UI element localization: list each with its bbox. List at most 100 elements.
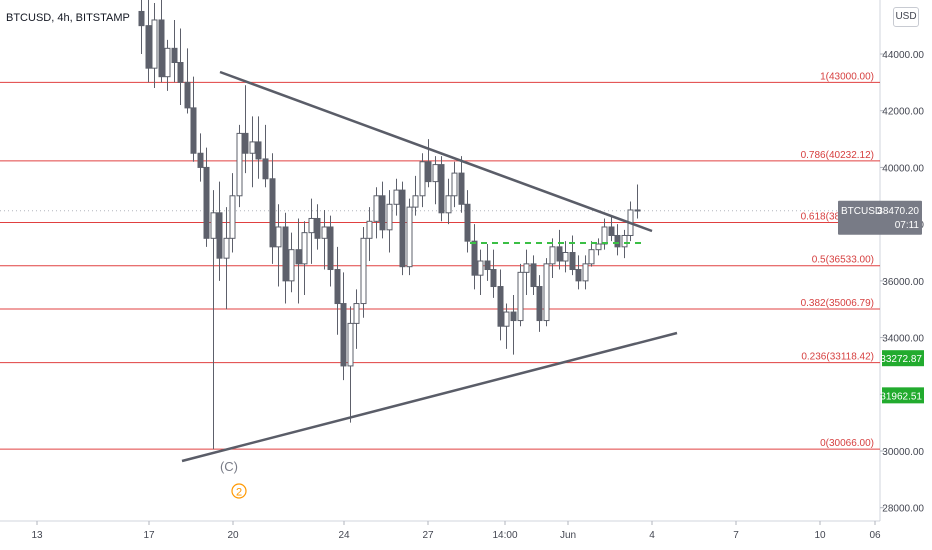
- currency-button[interactable]: USD: [893, 7, 919, 27]
- green-price-tag: [882, 350, 924, 367]
- y-axis-tick-label: 34000.00: [882, 334, 924, 345]
- x-axis-tick-label: 4: [649, 530, 655, 541]
- candle-body: [432, 164, 439, 183]
- candle-body: [608, 226, 615, 236]
- y-axis-tick-label: 36000.00: [882, 277, 924, 288]
- candle-body: [582, 263, 589, 282]
- candle-body: [477, 260, 484, 276]
- candle-body: [595, 243, 602, 251]
- candle-body: [275, 226, 282, 248]
- candle-body: [223, 237, 230, 259]
- x-axis-tick-label: 7: [733, 530, 739, 541]
- candle-body: [229, 195, 236, 239]
- y-axis-tick-label: 28000.00: [882, 504, 924, 515]
- candle-body: [543, 263, 550, 322]
- candle-body: [301, 232, 308, 265]
- candle-body: [242, 132, 249, 154]
- candle-body: [569, 252, 576, 271]
- candle-body: [536, 286, 543, 322]
- candle-body: [458, 172, 465, 205]
- candle-body: [510, 311, 517, 322]
- candle-body: [399, 189, 406, 268]
- candle-body: [203, 166, 210, 239]
- y-axis-tick-label: 42000.00: [882, 107, 924, 118]
- candle-body: [262, 158, 269, 180]
- candle-body: [445, 195, 452, 214]
- candle-body: [366, 220, 373, 239]
- candle-body: [419, 161, 426, 197]
- candle-body: [353, 303, 360, 324]
- candle-body: [517, 271, 524, 322]
- candle-body: [321, 226, 328, 239]
- candle-body: [177, 62, 184, 83]
- candle-body: [503, 311, 510, 327]
- candle-body: [216, 212, 223, 259]
- candle-body: [314, 217, 321, 239]
- symbol-title: BTCUSD, 4h, BITSTAMP: [6, 12, 130, 24]
- current-price-value: 38470.20: [877, 206, 919, 217]
- candle-body: [386, 203, 393, 231]
- candle-body: [347, 322, 354, 367]
- descending-trendline[interactable]: [219, 70, 653, 233]
- candle-body: [490, 269, 497, 288]
- candle-body: [556, 246, 563, 262]
- current-price-symbol: BTCUSD: [841, 206, 882, 217]
- candle-body: [373, 195, 380, 222]
- fib-level-label: 0.786(40232.12): [801, 150, 874, 161]
- fib-level-label: 0.382(35006.79): [801, 298, 874, 309]
- candle-body: [497, 286, 504, 327]
- candle-body: [451, 172, 458, 197]
- x-axis-tick-label: 13: [31, 530, 43, 541]
- candle-body: [236, 132, 243, 197]
- candle-body: [282, 226, 289, 282]
- x-axis-tick-label: 14:00: [492, 530, 517, 541]
- candle-body: [288, 249, 295, 282]
- y-axis-tick-label: 30000.00: [882, 447, 924, 458]
- candle-body: [360, 237, 367, 305]
- candle-body: [190, 107, 197, 154]
- candle-body: [138, 10, 145, 27]
- candle-body: [210, 212, 217, 239]
- x-axis-tick-label: 24: [338, 530, 350, 541]
- candle-body: [295, 249, 302, 265]
- candle-body: [249, 141, 256, 154]
- candle-body: [484, 260, 491, 271]
- candle-body: [197, 152, 204, 168]
- candle-body: [634, 209, 641, 212]
- candle-body: [614, 234, 621, 248]
- candle-body: [438, 164, 445, 214]
- candle-body: [523, 263, 530, 273]
- x-axis-tick-label: 17: [143, 530, 155, 541]
- current-price-tag: [838, 200, 922, 235]
- ascending-trendline[interactable]: [181, 331, 678, 463]
- candle-body: [255, 141, 262, 160]
- candle-body: [425, 161, 432, 183]
- candle-body: [327, 226, 334, 271]
- y-axis-tick-label: 44000.00: [882, 50, 924, 61]
- x-axis-tick-label: 06: [869, 530, 881, 541]
- candle-body: [464, 203, 471, 242]
- candle-body: [601, 226, 608, 245]
- candle-body: [308, 217, 315, 234]
- candle-body: [379, 195, 386, 231]
- wave-label-2: 2: [236, 487, 242, 499]
- candle-body: [334, 269, 341, 305]
- green-price-tag: [882, 387, 924, 404]
- candle-body: [151, 19, 158, 69]
- candle-body: [562, 252, 569, 262]
- candle-body: [164, 47, 171, 78]
- candle-body: [406, 206, 413, 268]
- fib-level-label: 0(30066.00): [820, 438, 874, 449]
- candle-body: [412, 195, 419, 208]
- candle-body: [171, 47, 178, 64]
- candle-body: [184, 81, 191, 109]
- wave-label-c: (C): [220, 459, 238, 474]
- candle-body: [530, 263, 537, 288]
- candle-body: [471, 240, 478, 276]
- fib-level-label: 0.5(36533.00): [812, 255, 874, 266]
- x-axis-tick-label: 20: [227, 530, 239, 541]
- fib-level-label: 0.618(38059.21): [801, 211, 874, 222]
- candle-body: [588, 249, 595, 265]
- candle-body: [340, 303, 347, 367]
